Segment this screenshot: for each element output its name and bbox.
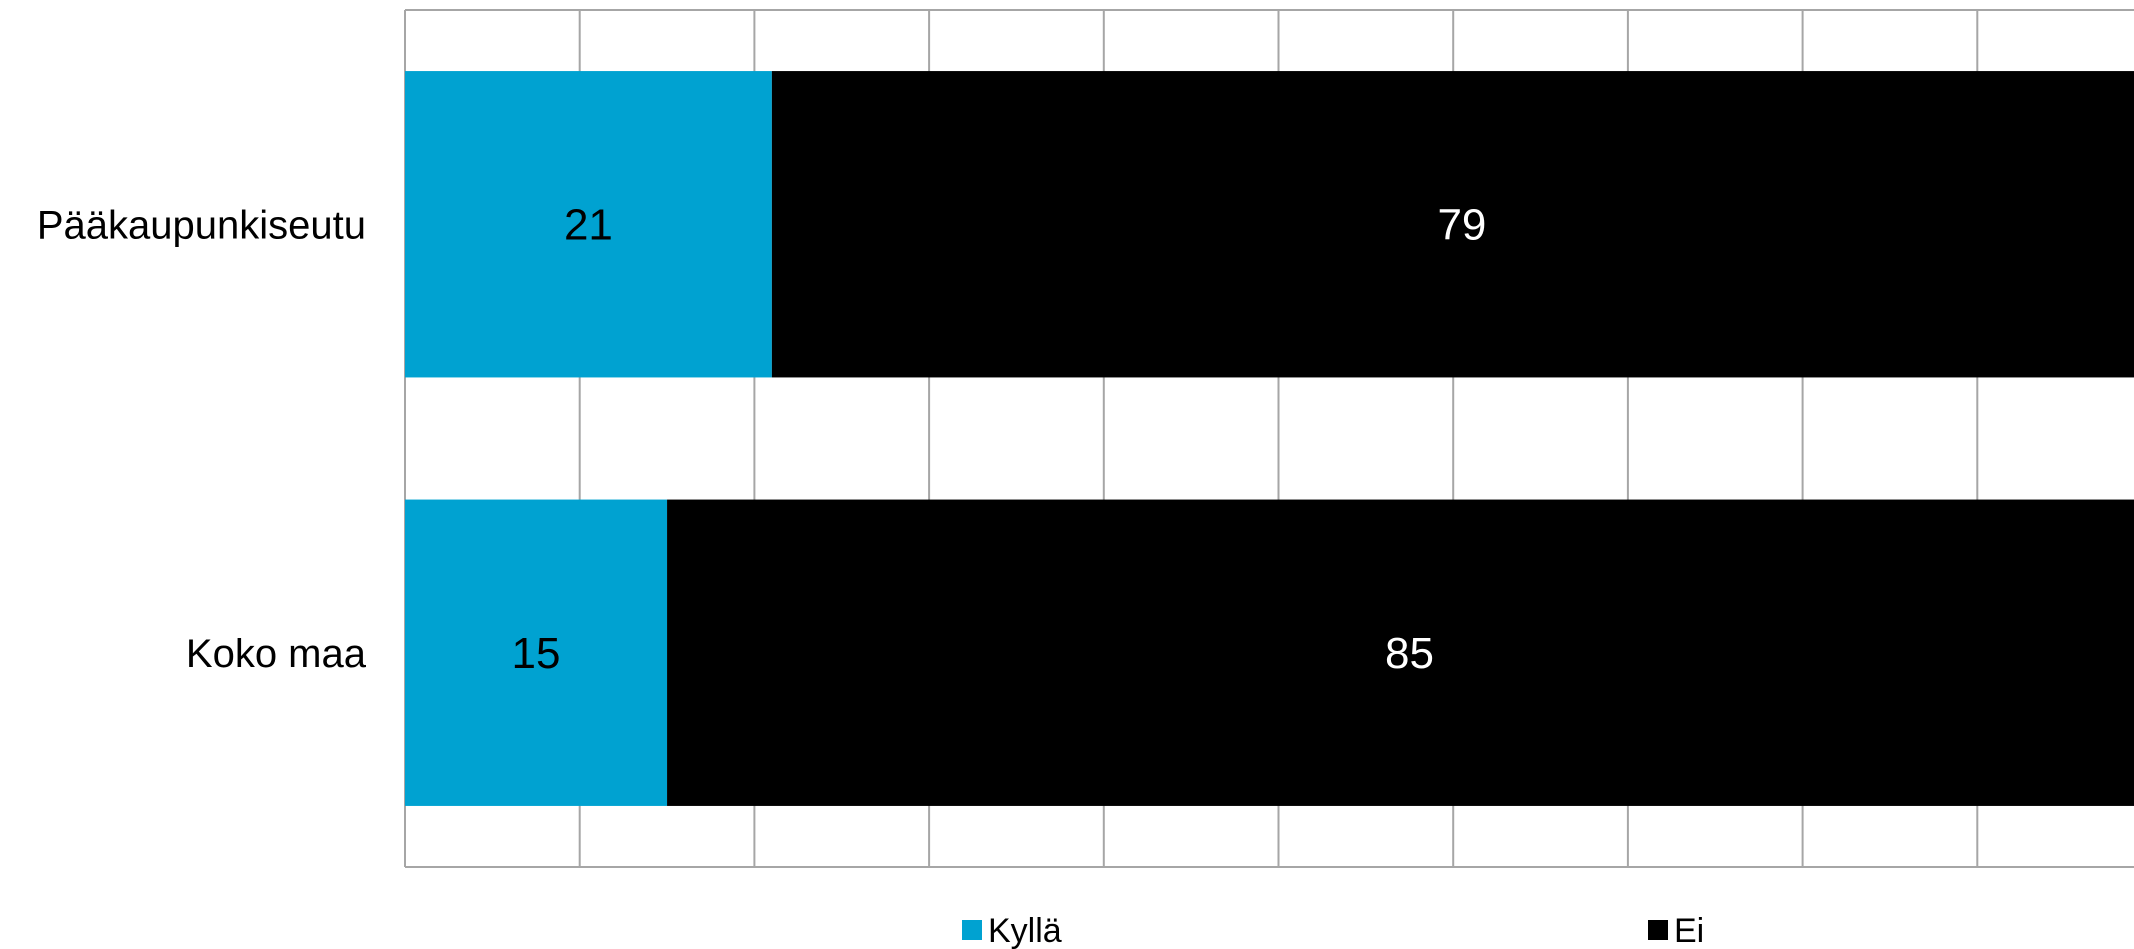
data-label: 85 [1385, 629, 1434, 678]
bars: 21 79 15 85 [405, 71, 2134, 806]
legend-swatch [1648, 920, 1668, 940]
legend-label: Kyllä [988, 912, 1062, 949]
data-label: 79 [1437, 200, 1486, 249]
bar-segment [405, 71, 772, 378]
category-labels: Pääkaupunkiseutu Koko maa [37, 203, 367, 676]
data-label: 21 [564, 200, 613, 249]
category-label: Pääkaupunkiseutu [37, 203, 366, 247]
legend-label: Ei [1674, 912, 1704, 949]
legend: Kyllä Ei [962, 912, 1704, 949]
bar-segment [405, 499, 668, 806]
legend-swatch [962, 920, 982, 940]
bar-segment [771, 71, 2134, 378]
category-label: Koko maa [186, 632, 367, 676]
data-label: 15 [512, 629, 561, 678]
bar-segment [667, 499, 2134, 806]
